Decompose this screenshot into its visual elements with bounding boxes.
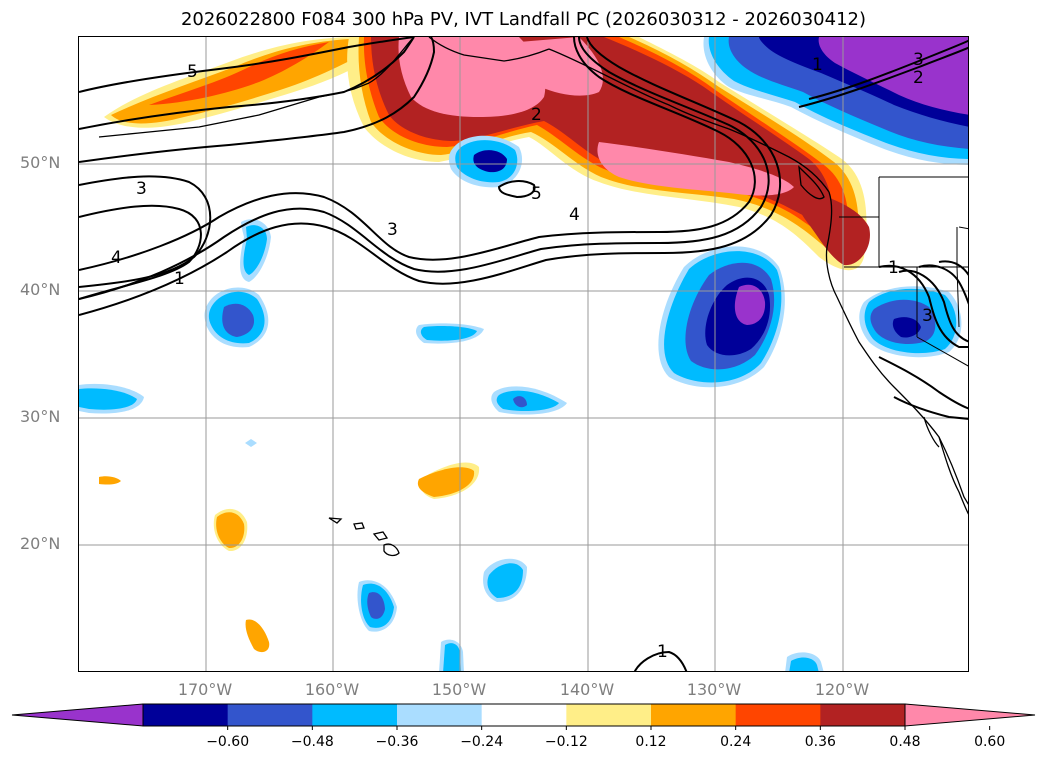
colorbar-tick-label: 0.48	[889, 734, 920, 750]
colorbar-tick-label: −0.12	[545, 734, 588, 750]
lat-label-50n: 50°N	[20, 153, 61, 172]
contour-label: 3	[136, 179, 147, 199]
contour-label: 5	[531, 184, 542, 204]
colorbar-bin	[820, 704, 906, 726]
contour-label: 1	[657, 642, 668, 662]
colorbar-bin	[397, 704, 483, 726]
colorbar-bin	[481, 704, 567, 726]
contour-label: 1	[174, 269, 185, 289]
contour-label: 1	[812, 55, 823, 75]
colorbar-tick-label: 0.60	[974, 734, 1005, 750]
contour-label: 2	[531, 105, 542, 125]
contour-label: 5	[187, 62, 198, 82]
colorbar-outline	[142, 703, 906, 727]
colorbar-bin	[735, 704, 821, 726]
political-borders	[839, 176, 968, 367]
colorbar-extend-max	[904, 703, 1036, 727]
contour-label: 4	[569, 205, 580, 225]
contour-label: 3	[922, 306, 933, 326]
colorbar-bin	[143, 704, 229, 726]
lat-label-40n: 40°N	[20, 280, 61, 299]
colorbar-tick-label: −0.60	[206, 734, 249, 750]
contour-label: 3	[913, 50, 924, 70]
lon-label-120w: 120°W	[814, 680, 870, 699]
colorbar-tick-label: −0.36	[376, 734, 419, 750]
positive-anomaly-fill	[99, 37, 870, 653]
lat-label-20n: 20°N	[20, 534, 61, 553]
contour-label: 1	[888, 258, 899, 278]
colorbar-bin	[227, 704, 313, 726]
colorbar-tick-label: 0.24	[720, 734, 751, 750]
lat-label-30n: 30°N	[20, 407, 61, 426]
colorbar-bin	[566, 704, 652, 726]
colorbar-tick-label: −0.24	[460, 734, 503, 750]
contour-labels: 5 3 4 1 3 2 4 5 1 3 2 1 3 1	[111, 50, 933, 662]
lon-label-170w: 170°W	[177, 680, 233, 699]
contour-label: 2	[913, 68, 924, 88]
map-canvas: 5 3 4 1 3 2 4 5 1 3 2 1 3 1	[79, 37, 968, 671]
gridlines	[79, 37, 968, 671]
pv-contours	[79, 37, 968, 671]
lon-label-140w: 140°W	[559, 680, 615, 699]
colorbar-svg: −0.60 −0.48 −0.36 −0.24 −0.12 0.12 0.24 0.36 0.4…	[11, 703, 1036, 750]
colorbar-extend-min	[11, 703, 144, 727]
contour-label: 4	[111, 248, 122, 268]
contour-label: 3	[387, 220, 398, 240]
lon-label-130w: 130°W	[686, 680, 742, 699]
map-title: 2026022800 F084 300 hPa PV, IVT Landfall…	[180, 9, 867, 30]
colorbar-bin	[651, 704, 737, 726]
colorbar-tick-label: 0.36	[805, 734, 836, 750]
map-panel[interactable]: 5 3 4 1 3 2 4 5 1 3 2 1 3 1	[78, 36, 969, 672]
colorbar: −0.60 −0.48 −0.36 −0.24 −0.12 0.12 0.24 0.36 0.4…	[0, 700, 1047, 765]
lon-label-150w: 150°W	[431, 680, 487, 699]
colorbar-bin	[312, 704, 398, 726]
lon-label-160w: 160°W	[304, 680, 360, 699]
colorbar-tick-label: 0.12	[635, 734, 666, 750]
colorbar-tick-label: −0.48	[291, 734, 334, 750]
